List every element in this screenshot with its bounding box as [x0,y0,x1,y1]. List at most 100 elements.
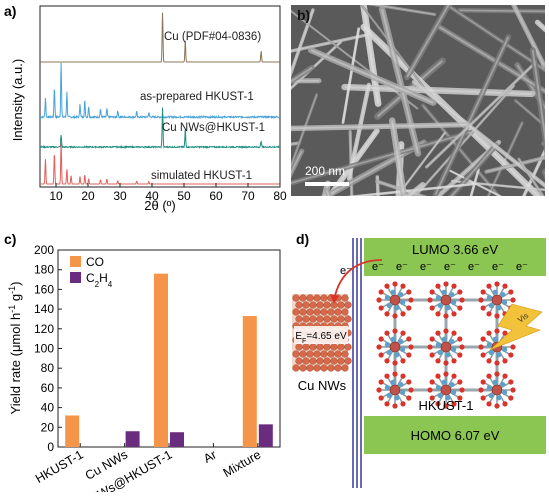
bar-co-2 [154,274,168,447]
category-label-0: HKUST-1 [33,447,86,486]
xrd-x-tick-label: 30 [113,189,127,203]
cu-atom [310,316,317,323]
cu-atom [342,309,349,316]
cu-atom [300,295,307,302]
yield-y-tick-label: 200 [34,243,54,257]
legend-swatch-co [70,256,81,267]
xrd-y-axis-label: Intensity (a.u.) [10,59,25,141]
yield-y-axis-label: Yield rate (μmol h-1 g-1) [7,282,23,415]
xrd-trace-label-1: as-prepared HKUST-1 [140,91,254,103]
lumo-electron: e⁻ [420,261,432,273]
cu-atom [293,295,300,302]
yield-y-tick-label: 40 [41,401,55,415]
cu-atom [303,302,310,309]
cu-atom [338,344,345,351]
cu-atom [296,344,303,351]
yield-y-tick-label: 120 [34,322,54,336]
bar-c2h4-1 [126,431,140,447]
mof-node [376,281,413,318]
mof-node [376,371,413,408]
cu-atom [342,295,349,302]
cu-atom [321,365,328,372]
cu-atom [324,302,331,309]
cu-atom [307,351,314,358]
band-diagram: d) LUMO 3.66 eV e⁻e⁻e⁻e⁻e⁻e⁻e⁻ HOMO 6.07… [290,230,549,492]
panel-d-letter: d) [296,231,309,247]
sem-scale-bar-label: 200 nm [305,164,345,178]
cu-atom [293,351,300,358]
cu-atom [307,309,314,316]
bar-c2h4-4 [259,424,273,447]
xrd-x-tick-label: 60 [209,189,223,203]
cu-atom [300,351,307,358]
cu-atom [321,295,328,302]
cu-atom [314,351,321,358]
yield-y-tick-label: 140 [34,302,54,316]
cu-atom [328,365,335,372]
yield-y-tick-label: 100 [34,342,54,356]
xrd-x-tick-label: 20 [81,189,95,203]
xrd-x-tick-label: 80 [273,189,287,203]
cu-atom [321,309,328,316]
panel-a-letter: a) [4,3,16,19]
cu-atom [300,365,307,372]
cu-atom [317,358,324,365]
cu-atom [331,358,338,365]
lumo-electron: e⁻ [396,261,408,273]
legend-label-co: CO [86,255,104,269]
cu-atom [310,358,317,365]
cu-atom [328,351,335,358]
yield-legend: CO C2H4 [70,255,113,289]
legend-label-c2h4: C2H4 [86,271,113,289]
lumo-electron: e⁻ [516,261,528,273]
cu-atom [345,344,352,351]
yield-y-tick-label: 20 [41,420,55,434]
cu-atom [293,365,300,372]
cu-atom [296,302,303,309]
xrd-x-tick-label: 70 [241,189,255,203]
cu-atom [296,316,303,323]
xrd-x-tick-label: 50 [177,189,191,203]
cu-atom [321,351,328,358]
bar-co-4 [243,316,257,447]
bar-co-0 [65,415,79,447]
legend-swatch-c2h4 [70,272,81,283]
lumo-electron: e⁻ [468,261,480,273]
homo-label: HOMO 6.07 eV [411,428,500,443]
cu-atom [335,365,342,372]
cu-atom [335,309,342,316]
panel-b-sem-image: b) 200 nm [291,5,545,196]
cu-atom [314,295,321,302]
yield-bar-plot: c) 020406080100120140160180200HKUST-1Cu … [0,230,290,492]
category-label-4: Mixture [221,447,264,480]
cu-atom [338,302,345,309]
mof-node [427,281,464,318]
cu-atom [335,351,342,358]
cu-atom [314,309,321,316]
cu-atom [296,358,303,365]
cu-atom [342,365,349,372]
cu-atom [314,365,321,372]
yield-y-tick-label: 80 [41,361,55,375]
cu-atom [300,309,307,316]
mof-node [427,328,464,365]
cu-atom [303,358,310,365]
yield-y-tick-label: 180 [34,263,54,277]
xrd-trace-label-2: Cu NWs@HKUST-1 [162,122,265,134]
hkust-1-structure [376,281,515,408]
cu-atom [345,316,352,323]
cu-atom [345,302,352,309]
lumo-electron: e⁻ [372,261,384,273]
cu-atom [317,344,324,351]
xrd-x-axis-label: 2θ (º) [144,198,175,213]
bar-c2h4-2 [170,432,184,447]
xrd-x-tick-label: 10 [49,189,63,203]
panel-c-letter: c) [4,231,16,247]
cu-atom [342,351,349,358]
cu-atom [310,344,317,351]
lumo-electron: e⁻ [444,261,456,273]
yield-y-tick-label: 160 [34,282,54,296]
cu-atom [338,358,345,365]
